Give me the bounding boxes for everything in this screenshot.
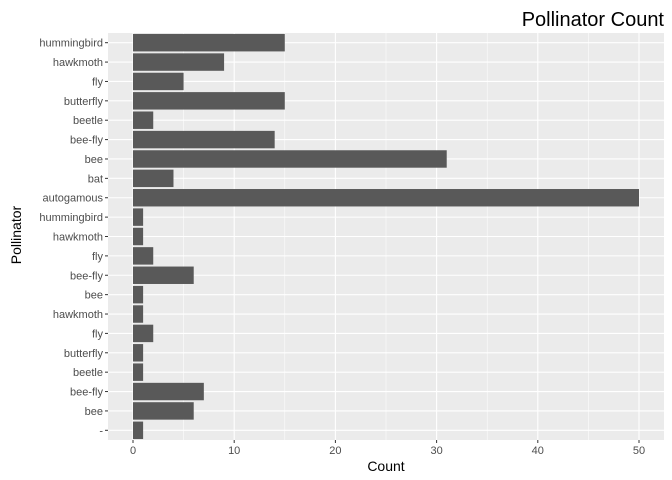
y-tick-label: fly — [92, 76, 104, 88]
y-tick-label: hummingbird — [39, 38, 103, 50]
y-tick-label: hawkmoth — [53, 309, 103, 321]
bar-hawkmoth — [133, 227, 144, 246]
y-tick-label: bee-fly — [70, 270, 104, 282]
y-tick-label: beetle — [73, 367, 103, 379]
bar-bee-fly — [133, 130, 275, 149]
x-tick-label: 0 — [130, 445, 136, 457]
y-tick-label: - — [99, 425, 103, 437]
bar-hummingbird — [133, 33, 285, 52]
bar-hawkmoth — [133, 53, 225, 71]
y-axis: hummingbird hawkmoth fly butterfly beetle bee… — [39, 38, 108, 437]
x-axis-title: Count — [367, 458, 404, 474]
x-tick-label: 30 — [430, 445, 442, 457]
y-tick-label: fly — [92, 251, 104, 263]
bar-bee-fly — [133, 382, 204, 401]
bar-fly — [133, 247, 154, 265]
bars — [133, 33, 639, 440]
y-tick-label: bee-fly — [70, 135, 104, 147]
y-tick-label: hawkmoth — [53, 232, 103, 244]
y-tick-label: bat — [88, 173, 103, 185]
bar-beetle — [133, 111, 154, 129]
bar-bee — [133, 402, 194, 420]
y-tick-label: butterfly — [64, 348, 104, 360]
x-axis: 0 10 20 30 40 50 — [130, 440, 645, 457]
bar-bee — [133, 150, 447, 168]
bar-beetle — [133, 363, 144, 381]
bar-fly — [133, 72, 184, 91]
bar-autogamous — [133, 189, 639, 207]
y-tick-label: bee-fly — [70, 387, 104, 399]
y-axis-title: Pollinator — [8, 205, 24, 264]
bar-butterfly — [133, 344, 144, 362]
bar-hummingbird — [133, 208, 144, 226]
x-tick-label: 50 — [633, 445, 645, 457]
x-tick-label: 40 — [532, 445, 544, 457]
y-tick-label: beetle — [73, 115, 103, 127]
chart-title: Pollinator Count — [522, 9, 665, 31]
bar-bat — [133, 169, 174, 188]
x-tick-label: 20 — [329, 445, 341, 457]
y-tick-label: hummingbird — [39, 212, 103, 224]
x-tick-label: 10 — [228, 445, 240, 457]
y-tick-label: butterfly — [64, 96, 104, 108]
y-tick-label: bee — [85, 154, 103, 166]
bar-- — [133, 421, 144, 440]
y-tick-label: hawkmoth — [53, 57, 103, 69]
bar-butterfly — [133, 92, 285, 110]
y-tick-label: autogamous — [42, 193, 103, 205]
bar-fly — [133, 324, 154, 343]
y-tick-label: fly — [92, 328, 104, 340]
bar-bee — [133, 285, 144, 304]
y-tick-label: bee — [85, 290, 103, 302]
bar-hawkmoth — [133, 305, 144, 323]
bar-bee-fly — [133, 266, 194, 284]
y-tick-label: bee — [85, 406, 103, 418]
